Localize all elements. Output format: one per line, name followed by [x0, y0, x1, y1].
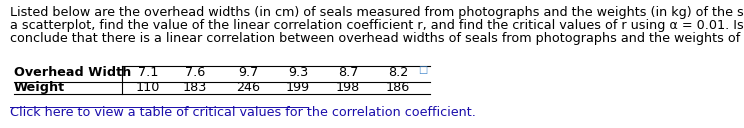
Text: conclude that there is a linear correlation between overhead widths of seals fro: conclude that there is a linear correlat…: [10, 32, 744, 45]
Text: 7.6: 7.6: [185, 66, 205, 79]
Text: Listed below are the overhead widths (in cm) of seals measured from photographs : Listed below are the overhead widths (in…: [10, 6, 744, 19]
Text: Weight: Weight: [14, 81, 65, 94]
Text: Overhead Width: Overhead Width: [14, 66, 131, 79]
Text: □: □: [418, 65, 427, 75]
Text: 9.7: 9.7: [238, 66, 258, 79]
Text: 183: 183: [183, 81, 207, 94]
Text: 8.2: 8.2: [388, 66, 408, 79]
Text: 9.3: 9.3: [288, 66, 308, 79]
Text: 8.7: 8.7: [338, 66, 358, 79]
Text: a scatterplot, find the value of the linear correlation coefficient r, and find : a scatterplot, find the value of the lin…: [10, 19, 744, 32]
Text: 199: 199: [286, 81, 310, 94]
Text: 246: 246: [236, 81, 260, 94]
Text: Click here to view a table of critical values for the correlation coefficient.: Click here to view a table of critical v…: [10, 106, 476, 119]
Text: 110: 110: [136, 81, 160, 94]
Text: 7.1: 7.1: [138, 66, 158, 79]
Text: 186: 186: [386, 81, 410, 94]
Text: 198: 198: [336, 81, 360, 94]
